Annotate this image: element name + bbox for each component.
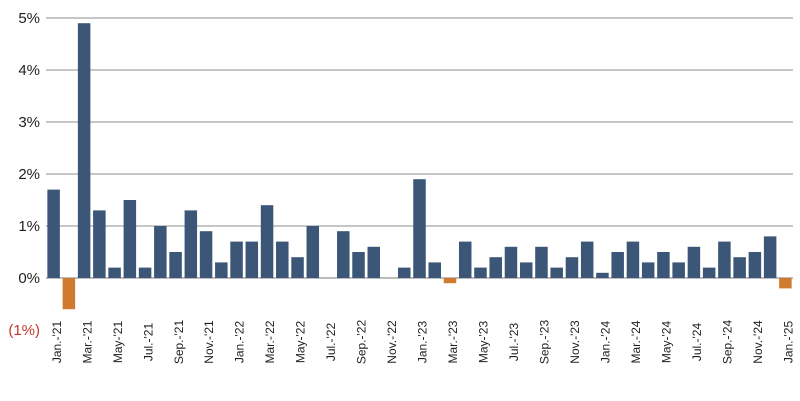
y-tick-label: 4% (18, 62, 40, 79)
x-tick-label: Sep.-'23 (538, 320, 552, 365)
bar-May-'23 (474, 267, 487, 278)
bar-Jan.-'24 (596, 272, 609, 278)
x-tick-label: May-'21 (111, 321, 125, 364)
x-tick-label: Mar.-'22 (263, 320, 277, 363)
bar-Dec.-'21 (215, 262, 228, 278)
bar-Oct.-'21 (184, 210, 198, 278)
x-tick-label: Sep.-'22 (355, 320, 369, 365)
bar-Mar.-'24 (626, 241, 640, 278)
bar-Mar.-'22 (260, 205, 274, 278)
bar-Dec.-'24 (763, 236, 777, 278)
bar-Jul.-'23 (504, 246, 518, 278)
y-tick-label: 2% (18, 166, 40, 183)
x-tick-label: May-'24 (660, 321, 674, 364)
y-tick-label: (1%) (8, 322, 40, 339)
bar-May-'22 (291, 257, 304, 278)
bar-Jan.-'23 (413, 179, 426, 278)
x-tick-label: Nov.-'21 (202, 320, 216, 364)
bar-Nov.-'24 (748, 252, 762, 278)
bar-Sep.-'23 (535, 246, 548, 278)
x-tick-label: Jul.-'23 (507, 323, 521, 362)
x-tick-label: Nov.-'22 (385, 320, 399, 364)
bar-Jun.-'23 (489, 257, 502, 278)
bar-Jun.-'22 (306, 226, 320, 278)
bar-Apr.-'21 (93, 210, 106, 278)
bar-Aug.-'23 (519, 262, 533, 278)
bar-Jul.-'21 (138, 267, 152, 278)
bar-Sep.-'24 (718, 241, 731, 278)
bar-Oct.-'22 (367, 246, 381, 278)
x-tick-label: Jan.-'23 (416, 321, 430, 364)
y-tick-label: 0% (18, 270, 40, 287)
bar-Feb.-'23 (428, 262, 441, 278)
x-tick-label: Jan.-'21 (50, 321, 64, 364)
bar-Oct.-'24 (733, 257, 746, 278)
x-tick-label: Mar.-'21 (80, 320, 94, 363)
x-tick-label: Jan.-'24 (599, 321, 613, 364)
x-tick-label: Jan.-'22 (233, 321, 247, 364)
x-tick-label: Sep.-'21 (172, 320, 186, 365)
bar-Jan.-'25 (779, 278, 792, 289)
bar-Mar.-'23 (443, 278, 457, 284)
bar-Dec.-'23 (580, 241, 594, 278)
bar-Jun.-'24 (672, 262, 685, 278)
bar-Aug.-'21 (154, 226, 167, 278)
x-tick-label: Nov.-'23 (568, 320, 582, 364)
bar-Feb.-'22 (245, 241, 259, 278)
bar-Feb.-'24 (611, 252, 624, 278)
x-tick-label: Sep.-'24 (721, 320, 735, 365)
bar-Sep.-'21 (169, 252, 182, 278)
bar-Dec.-'22 (398, 267, 411, 278)
bar-Apr.-'23 (458, 241, 472, 278)
y-tick-label: 1% (18, 218, 40, 235)
x-tick-label: Jul.-'21 (141, 323, 155, 362)
bar-Jul.-'24 (687, 246, 701, 278)
y-tick-label: 3% (18, 114, 40, 131)
bar-May-'21 (108, 267, 121, 278)
bar-Sep.-'22 (352, 252, 365, 278)
y-axis-tick-labels: 5% 4% 3% 2% 1% 0% (1%) (8, 10, 40, 339)
bar-Jan.-'21 (47, 189, 60, 278)
x-tick-label: Jan.-'25 (782, 321, 796, 364)
x-tick-label: Jul.-'22 (324, 323, 338, 362)
x-tick-label: Mar.-'23 (446, 320, 460, 363)
bar-Jan.-'22 (230, 241, 243, 278)
x-tick-label: Nov.-'24 (751, 320, 765, 364)
bar-Apr.-'22 (276, 241, 289, 278)
bar-Aug.-'22 (337, 231, 350, 278)
bar-May-'24 (657, 252, 670, 278)
bars (47, 23, 792, 310)
bar-Mar.-'21 (77, 23, 91, 279)
bar-Jun.-'21 (123, 200, 137, 278)
bar-Nov.-'23 (565, 257, 579, 278)
x-axis-tick-labels: Jan.-'21 Mar.-'21 May-'21 Jul.-'21 Sep.-'21 N… (50, 320, 796, 365)
bar-Nov.-'21 (199, 231, 213, 278)
y-tick-label: 5% (18, 10, 40, 27)
x-tick-label: May-'22 (294, 321, 308, 364)
x-tick-label: May-'23 (477, 321, 491, 364)
x-tick-label: Mar.-'24 (629, 320, 643, 363)
bar-Aug.-'24 (702, 267, 716, 278)
bar-Oct.-'23 (550, 267, 563, 278)
x-tick-label: Jul.-'24 (690, 323, 704, 362)
bar-Feb.-'21 (62, 278, 76, 310)
bar-Apr.-'24 (641, 262, 655, 278)
